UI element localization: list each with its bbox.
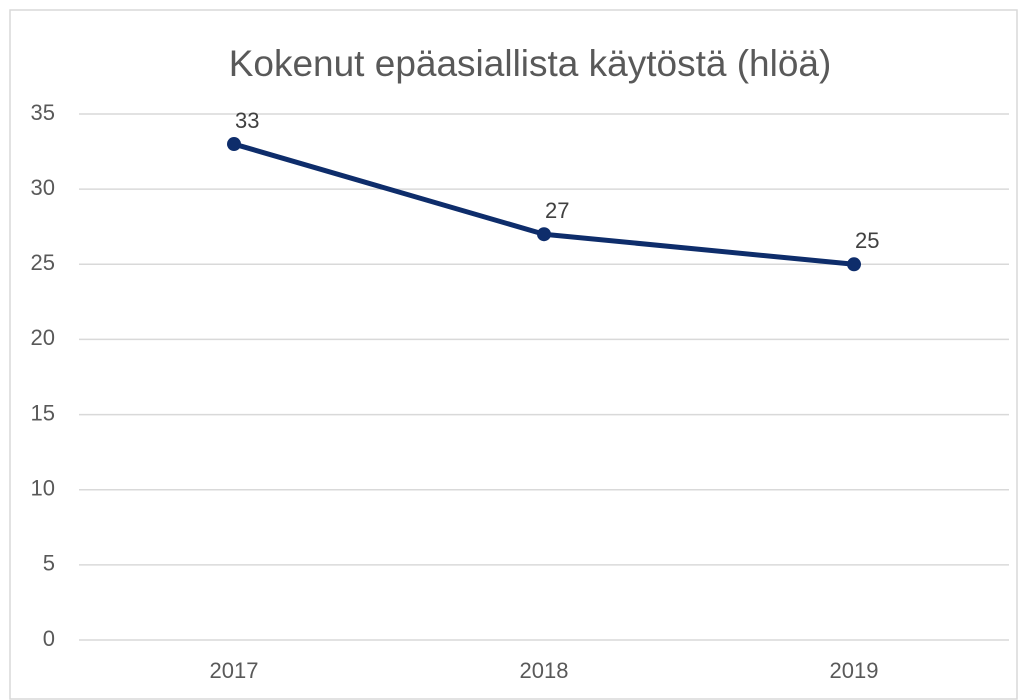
chart-title: Kokenut epäasiallista käytöstä (hlöä) [229,43,832,84]
y-tick-label: 15 [31,400,55,425]
chart-frame [9,9,1018,700]
x-tick-label: 2017 [210,658,259,683]
data-label: 25 [855,228,879,253]
y-tick-label: 25 [31,250,55,275]
data-label: 27 [545,198,569,223]
data-label: 33 [235,108,259,133]
y-tick-label: 35 [31,100,55,125]
y-tick-label: 0 [43,626,55,651]
y-tick-label: 20 [31,325,55,350]
marker [537,227,551,242]
y-tick-label: 30 [31,175,55,200]
y-tick-label: 10 [31,476,55,501]
x-tick-label: 2018 [520,658,569,683]
marker [227,137,241,152]
x-tick-label: 2019 [830,658,879,683]
y-tick-label: 5 [43,551,55,576]
marker [847,257,861,272]
